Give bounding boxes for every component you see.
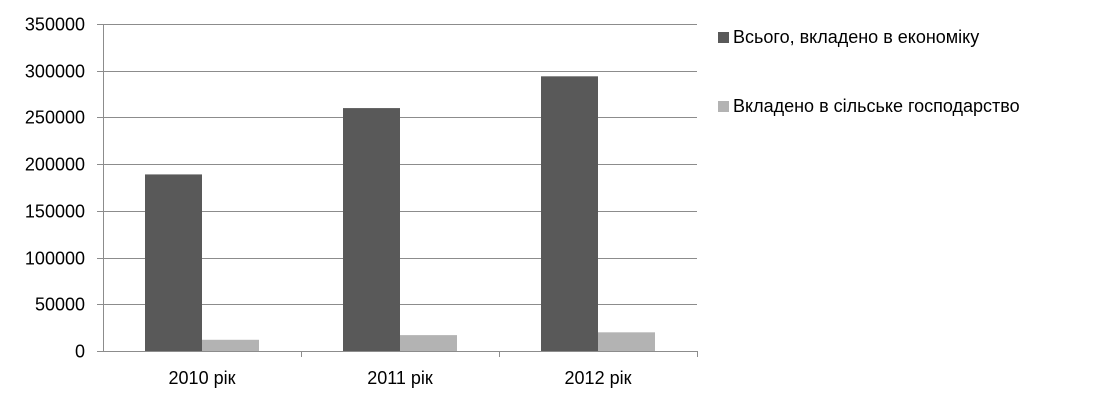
y-tick-label: 200000	[25, 155, 85, 175]
y-tick-label: 50000	[35, 295, 85, 315]
bar-agriculture-0	[202, 339, 259, 351]
bars	[145, 76, 655, 351]
bar-total-0	[145, 174, 202, 351]
x-tick-labels: 2010 рік 2011 рік 2012 рік	[169, 368, 632, 388]
legend-label-0: Всього, вкладено в економіку	[733, 27, 979, 47]
bar-agriculture-1	[400, 335, 457, 351]
x-tick-label: 2012 рік	[565, 368, 632, 388]
legend-label-1: Вкладено в сільське господарство	[733, 96, 1020, 116]
y-tick-label: 350000	[25, 15, 85, 35]
x-tick-label: 2010 рік	[169, 368, 236, 388]
y-tick-label: 100000	[25, 249, 85, 269]
legend-swatch-0	[718, 32, 729, 43]
y-tick-labels: 0 50000 100000 150000 200000 250000 300000 3500…	[25, 15, 85, 362]
bar-agriculture-2	[598, 332, 655, 351]
bar-total-1	[343, 108, 400, 351]
y-tick-label: 150000	[25, 202, 85, 222]
x-tick-label: 2011 рік	[367, 368, 433, 388]
legend-swatch-1	[718, 101, 729, 112]
bar-total-2	[541, 76, 598, 351]
axes	[97, 24, 698, 357]
y-tick-label: 0	[75, 342, 85, 362]
y-tick-label: 250000	[25, 108, 85, 128]
legend: Всього, вкладено в економіку Вкладено в с…	[718, 27, 1020, 116]
y-tick-label: 300000	[25, 62, 85, 82]
